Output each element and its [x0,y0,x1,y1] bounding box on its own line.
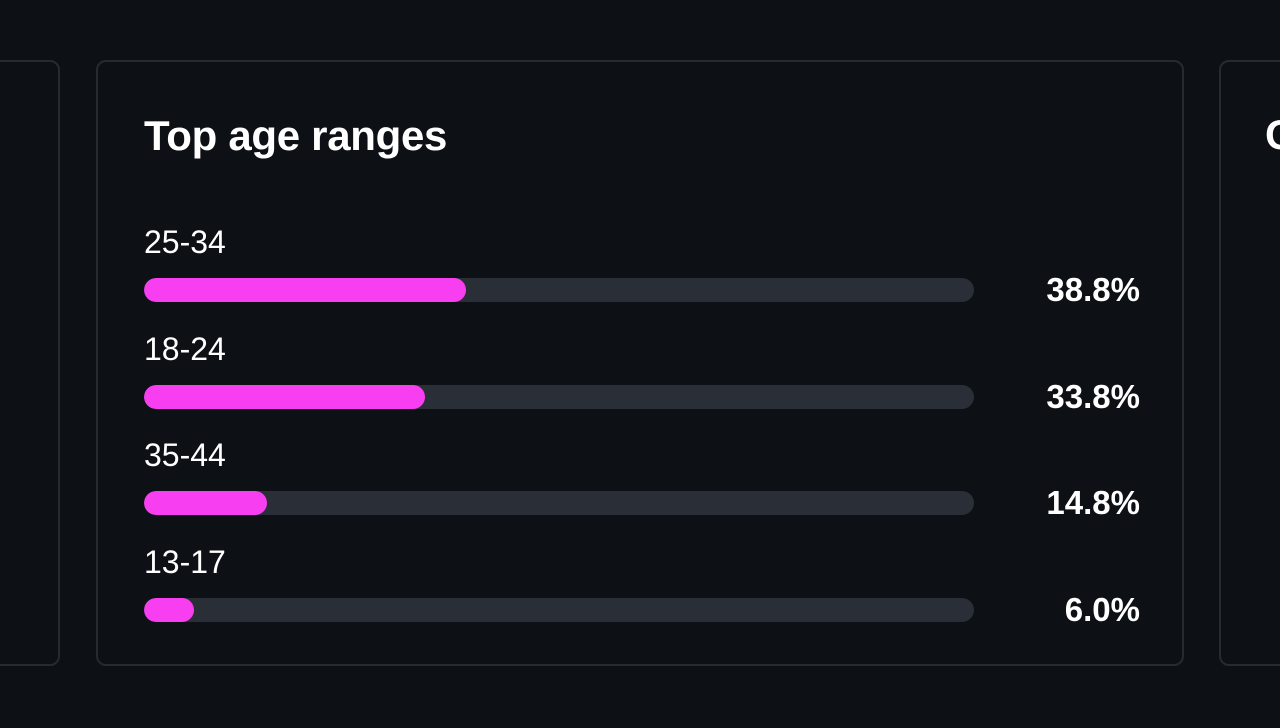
age-range-row: 13-17 6.0% [144,544,1140,634]
progress-fill [144,278,467,302]
age-range-row: 25-34 38.8% [144,224,1140,314]
progress-fill [144,385,425,409]
progress-fill [144,491,267,515]
age-range-label: 25-34 [144,224,226,260]
age-range-row: 18-24 33.8% [144,331,1140,421]
age-range-label: 18-24 [144,331,226,367]
progress-track [144,385,974,409]
age-range-row: 35-44 14.8% [144,437,1140,527]
progress-track [144,278,974,302]
progress-fill [144,598,194,622]
right-card-partial: C [1219,60,1280,666]
left-card-partial: % % % % [0,60,60,666]
age-range-percent: 38.8% [1046,271,1140,308]
age-range-label: 13-17 [144,544,226,580]
age-range-percent: 14.8% [1046,484,1140,521]
age-range-percent: 33.8% [1046,378,1140,415]
card-title: Top age ranges [144,112,448,159]
age-range-percent: 6.0% [1064,591,1140,628]
progress-track [144,491,974,515]
age-range-label: 35-44 [144,437,226,473]
top-age-ranges-card: Top age ranges 25-34 38.8% 18-24 33.8% 3… [96,60,1184,666]
right-card-title: C [1265,114,1280,156]
progress-track [144,598,974,622]
